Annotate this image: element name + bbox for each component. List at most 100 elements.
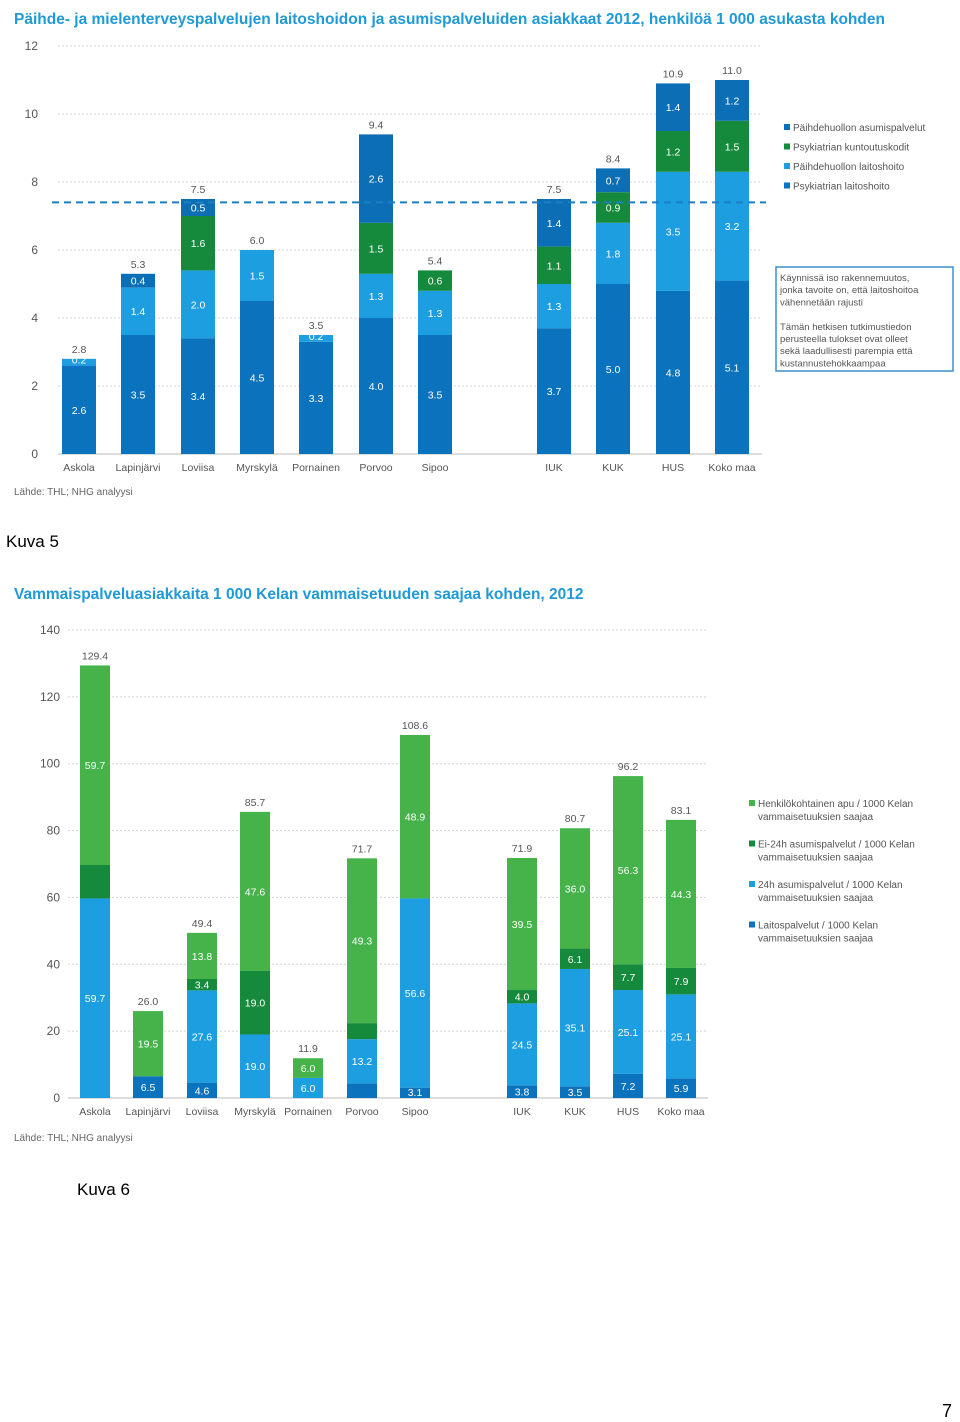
chart2-total-label: 26.0 xyxy=(138,996,159,1008)
chart2-segment-label: 3.5 xyxy=(568,1087,583,1099)
chart2-bar-segment xyxy=(666,819,696,968)
chart1-segment-label: 0.2 xyxy=(309,331,324,343)
chart2-bar-segment xyxy=(507,1003,537,1086)
chart1-total-label: 10.9 xyxy=(663,68,684,80)
chart2-category-label: Myrskylä xyxy=(234,1106,276,1118)
chart2-y-tick-label: 60 xyxy=(47,890,61,904)
chart2-segment-label: 49.3 xyxy=(352,936,373,948)
chart2-total-label: 71.9 xyxy=(512,843,533,855)
chart1-legend-swatch xyxy=(784,163,790,169)
chart2-segment-label: 3.1 xyxy=(408,1087,423,1099)
chart2-bar-segment xyxy=(613,1073,643,1098)
chart1-bar-segment xyxy=(656,131,690,172)
chart2-segment-label: 5.9 xyxy=(674,1083,689,1095)
chart2-bar-segment xyxy=(347,1023,377,1040)
chart2-y-tick-label: 20 xyxy=(47,1024,61,1038)
chart2-bar-segment xyxy=(560,828,590,949)
chart2-total-label: 96.2 xyxy=(618,761,639,773)
chart-1: Päihde- ja mielenterveyspalvelujen laito… xyxy=(14,11,954,498)
chart1-segment-label: 0.2 xyxy=(72,355,87,367)
chart1-segment-label: 4.0 xyxy=(369,381,384,393)
chart1-category-label: Lapinjärvi xyxy=(116,462,161,474)
chart2-bar-segment xyxy=(613,990,643,1074)
chart2-segment-label: 6.0 xyxy=(301,1063,316,1075)
chart2-segment-label: 13.2 xyxy=(352,1056,373,1068)
chart1-segment-label: 5.0 xyxy=(606,364,621,376)
chart2-bar-segment xyxy=(347,1083,377,1098)
chart1-y-tick-label: 4 xyxy=(31,311,38,325)
chart2-segment-label: 24.5 xyxy=(512,1039,533,1051)
chart1-bar-segment xyxy=(240,250,274,301)
chart1-y-tick-label: 8 xyxy=(31,175,38,189)
chart2-y-tick-label: 120 xyxy=(40,690,60,704)
chart1-segment-label: 1.3 xyxy=(547,301,562,313)
chart1-legend-label: Päihdehuollon asumispalvelut xyxy=(793,123,926,134)
chart1-segment-label: 1.4 xyxy=(666,102,681,114)
chart1-category-label: Pornainen xyxy=(292,462,340,474)
chart1-bar-segment xyxy=(596,284,630,454)
chart1-category-label: Myrskylä xyxy=(236,462,278,474)
chart2-segment-label: 25.1 xyxy=(618,1027,639,1039)
chart1-bar-segment xyxy=(715,171,749,281)
chart1-segment-label: 0.6 xyxy=(428,276,443,288)
chart1-category-label: KUK xyxy=(602,462,624,474)
chart2-segment-label: 19.5 xyxy=(138,1039,159,1051)
chart2-bar-segment xyxy=(400,898,430,1088)
chart2-segment-label: 6.5 xyxy=(141,1082,156,1094)
chart1-bar-segment xyxy=(181,270,215,339)
chart1-segment-label: 0.7 xyxy=(606,175,621,187)
chart1-bar-segment xyxy=(121,273,155,288)
chart1-segment-label: 3.5 xyxy=(666,226,681,238)
chart2-total-label: 71.7 xyxy=(352,843,373,855)
chart1-segment-label: 0.4 xyxy=(131,276,146,288)
chart2-total-label: 11.9 xyxy=(298,1043,318,1055)
chart2-segment-label: 39.5 xyxy=(512,919,533,931)
chart1-bar-segment xyxy=(537,246,571,284)
chart1-note-line: Tämän hetkisen tutkimustiedon xyxy=(780,322,911,333)
chart2-y-tick-label: 80 xyxy=(47,824,61,838)
chart1-bar-segment xyxy=(62,358,96,366)
chart1-title: Päihde- ja mielenterveyspalvelujen laito… xyxy=(14,11,885,28)
chart2-bar-segment xyxy=(613,964,643,991)
chart2-category-label: Askola xyxy=(79,1106,111,1118)
chart2-segment-label: 36.0 xyxy=(565,883,586,895)
chart2-bar-segment xyxy=(666,967,696,995)
chart2-y-tick-label: 0 xyxy=(53,1091,60,1105)
chart2-segment-label: 19.0 xyxy=(245,1061,266,1073)
chart2-segment-label: 13.8 xyxy=(192,951,213,963)
chart2-legend-swatch xyxy=(749,800,755,806)
chart2-bar-segment xyxy=(240,811,270,971)
chart2-bar-segment xyxy=(560,1086,590,1098)
chart1-bar-segment xyxy=(596,222,630,284)
chart2-total-label: 108.6 xyxy=(402,720,428,732)
chart1-bar-segment xyxy=(537,199,571,247)
chart2-segment-label: 27.6 xyxy=(192,1031,213,1043)
chart1-legend-label: Psykiatrian kuntoutuskodit xyxy=(793,143,909,154)
chart2-bar-segment xyxy=(187,978,217,991)
chart2-legend-label: Henkilökohtainen apu / 1000 Kelan xyxy=(758,799,913,810)
chart1-bar-segment xyxy=(359,134,393,223)
chart2-category-label: IUK xyxy=(513,1106,531,1118)
chart2-segment-label: 6.1 xyxy=(568,954,583,966)
chart1-note-line: kustannustehokkaampaa xyxy=(780,358,886,369)
chart1-bar-segment xyxy=(121,287,155,335)
chart1-note-line: jonka tavoite on, että laitoshoitoa xyxy=(779,285,919,296)
chart2-legend-label: vammaisetuuksien saajaa xyxy=(758,934,873,945)
chart2-legend-label: 24h asumispalvelut / 1000 Kelan xyxy=(758,880,903,891)
chart2-bar-segment xyxy=(507,857,537,991)
chart1-bar-segment xyxy=(121,335,155,454)
chart1-category-label: Sipoo xyxy=(422,462,449,474)
chart2-segment-label: 7.9 xyxy=(674,976,689,988)
chart1-bar-segment xyxy=(240,301,274,454)
chart1-segment-label: 4.8 xyxy=(666,367,681,379)
chart2-bar-segment xyxy=(400,734,430,899)
chart1-segment-label: 1.8 xyxy=(606,248,621,260)
chart1-y-tick-label: 2 xyxy=(31,379,38,393)
chart1-segment-label: 1.5 xyxy=(250,271,265,283)
chart1-segment-label: 3.7 xyxy=(547,386,562,398)
chart1-bar-segment xyxy=(359,222,393,274)
chart2-total-label: 49.4 xyxy=(192,918,213,930)
chart1-note-line: vähennetään rajusti xyxy=(780,297,863,308)
chart1-source: Lähde: THL; NHG analyysi xyxy=(14,487,133,498)
chart1-total-label: 7.5 xyxy=(547,184,562,196)
